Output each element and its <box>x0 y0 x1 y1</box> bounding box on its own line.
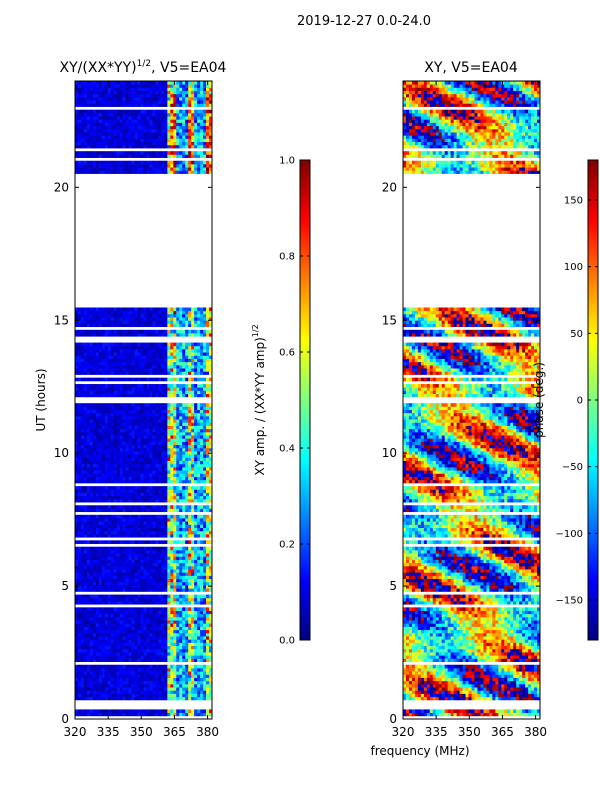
y-tick-label: 5 <box>61 579 69 593</box>
y-tick-label: 15 <box>54 313 69 327</box>
x-tick-label: 320 <box>64 725 87 739</box>
colorbar-tick-label: −150 <box>556 596 583 607</box>
colorbar-tick-label: 0.4 <box>279 444 295 455</box>
amplitude-colorbar-gradient <box>299 159 311 641</box>
phase-heatmap-panel: 320 335 350 365 380 0 5 10 15 20 XY, V5=EA04 freq… <box>370 60 547 758</box>
x-axis-label: frequency (MHz) <box>370 744 469 758</box>
amplitude-plot-title: XY/(XX*YY)1/2, V5=EA04 <box>60 59 227 76</box>
y-tick-label: 10 <box>54 446 69 460</box>
x-tick-label: 350 <box>130 725 153 739</box>
x-tick-label: 365 <box>163 725 186 739</box>
x-tick-label: 380 <box>524 725 547 739</box>
phase-plot-frame <box>402 80 541 720</box>
colorbar-tick-label: 0.0 <box>279 636 295 647</box>
y-tick-label: 0 <box>61 712 69 726</box>
colorbar-tick-label: 0.2 <box>279 540 295 551</box>
colorbar-tick-label: 0.8 <box>279 252 295 263</box>
colorbar-tick-label: 150 <box>564 196 583 207</box>
x-tick-label: 335 <box>97 725 120 739</box>
y-tick-label: 5 <box>389 579 397 593</box>
amplitude-heatmap-panel: 320 335 350 365 380 0 5 10 15 20 XY/(XX*YY)1/2, V… <box>34 59 227 739</box>
amplitude-heatmap-cells <box>75 81 212 717</box>
y-tick-label: 20 <box>382 180 397 194</box>
y-axis-label: UT (hours) <box>34 368 48 431</box>
colorbar-tick-label: 0.6 <box>279 348 295 359</box>
amplitude-axis-ticks: 320 335 350 365 380 0 5 10 15 20 <box>54 81 219 739</box>
y-tick-label: 0 <box>389 712 397 726</box>
colorbar-tick-label: −100 <box>556 529 583 540</box>
amplitude-colorbar: 0.0 0.2 0.4 0.6 0.8 1.0 XY amp. / (XX*YY amp)… <box>251 156 311 647</box>
figure-title: 2019-12-27 0.0-24.0 <box>297 14 431 29</box>
phase-heatmap-cells <box>403 81 540 717</box>
phase-axis-ticks: 320 335 350 365 380 0 5 10 15 20 <box>382 81 547 739</box>
amplitude-colorbar-label: XY amp. / (XX*YY amp)1/2 <box>251 324 267 475</box>
y-tick-label: 10 <box>382 446 397 460</box>
amplitude-colorbar-ticks: 0.0 0.2 0.4 0.6 0.8 1.0 <box>279 156 310 647</box>
y-tick-label: 15 <box>382 313 397 327</box>
x-tick-label: 350 <box>458 725 481 739</box>
phase-colorbar: −150 −100 −50 0 50 100 150 phase (deg.) <box>532 159 599 641</box>
y-tick-label: 20 <box>54 180 69 194</box>
phase-colorbar-label: phase (deg.) <box>532 362 546 438</box>
phase-colorbar-ticks: −150 −100 −50 0 50 100 150 <box>556 196 598 607</box>
x-tick-label: 335 <box>425 725 448 739</box>
phase-plot-title: XY, V5=EA04 <box>424 60 518 76</box>
x-tick-label: 380 <box>196 725 219 739</box>
colorbar-tick-label: 100 <box>564 262 583 273</box>
colorbar-tick-label: 1.0 <box>279 156 295 167</box>
colorbar-tick-label: −50 <box>562 462 583 473</box>
x-tick-label: 320 <box>392 725 415 739</box>
colorbar-tick-label: 0 <box>577 396 583 407</box>
amplitude-plot-frame <box>74 80 213 720</box>
colorbar-tick-label: 50 <box>570 329 583 340</box>
x-tick-label: 365 <box>491 725 514 739</box>
